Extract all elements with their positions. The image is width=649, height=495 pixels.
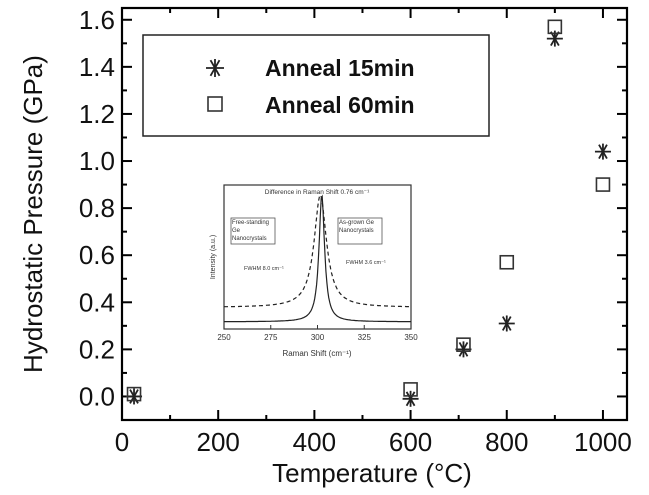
legend-square (207, 96, 223, 112)
point-anneal-15min (455, 341, 472, 358)
y-tick-label: 0.0 (79, 381, 115, 411)
y-axis-title: Hydrostatic Pressure (GPa) (18, 55, 48, 373)
point-anneal-60min (595, 177, 611, 192)
inset-x-tick-label: 325 (358, 333, 372, 342)
data-points (126, 19, 611, 407)
inset-dashed-curve (224, 193, 411, 308)
inset-x-ticks: 250 275 300 325 350 (217, 325, 418, 342)
inset-right-annotation: As-grown Ge Nanocrystals (339, 220, 375, 234)
inset-left-annotation-wrap: Free-standing Ge Nanocrystals (232, 220, 270, 242)
inset-right-annotation-box (337, 217, 383, 245)
inset-raman-chart: Difference in Raman Shift 0.76 cm⁻¹ 250 2… (210, 184, 418, 358)
x-tick-label: 400 (293, 427, 336, 457)
x-axis-ticks: 0 200 400 600 800 1000 (115, 8, 632, 457)
point-anneal-60min (499, 254, 515, 270)
inset-right-annotation-wrap: As-grown Ge Nanocrystals (339, 220, 375, 234)
y-tick-label: 0.6 (79, 240, 115, 270)
y-tick-label: 1.4 (79, 52, 115, 82)
y-tick-label: 1.0 (79, 146, 115, 176)
x-tick-label: 600 (389, 427, 432, 457)
plot-frame (120, 6, 629, 422)
legend-square-marker (207, 96, 223, 112)
point-anneal-15min (126, 388, 143, 405)
inset-left-annotation: Free-standing Ge Nanocrystals (232, 220, 270, 242)
y-tick-label: 0.8 (79, 193, 115, 223)
point-anneal-60min (547, 19, 563, 35)
y-tick-label: 1.2 (79, 99, 115, 129)
inset-solid-curve (223, 194, 411, 323)
x-tick-label: 200 (196, 427, 239, 457)
inset-x-tick-label: 250 (217, 333, 231, 342)
legend-label-anneal-60min: Anneal 60min (265, 92, 415, 118)
legend: Anneal 15min Anneal 60min (142, 34, 490, 137)
inset-x-tick-label: 350 (404, 333, 418, 342)
y-tick-label: 0.2 (79, 334, 115, 364)
inset-left-fwhm: FWHM 8.0 cm⁻¹ (244, 266, 284, 272)
inset-x-tick-label: 275 (264, 333, 278, 342)
inset-x-title: Raman Shift (cm⁻¹) (282, 349, 351, 358)
legend-asterisk-marker (206, 59, 224, 77)
legend-label-anneal-15min: Anneal 15min (265, 55, 415, 81)
x-axis-title: Temperature (°C) (272, 458, 472, 488)
inset-y-title: Intensity (a.u.) (210, 235, 217, 279)
y-axis-ticks: 0.0 0.2 0.4 0.6 0.8 1.0 1.2 1.4 1.6 (79, 5, 627, 411)
point-anneal-15min (402, 390, 419, 407)
point-anneal-15min (594, 143, 611, 160)
inset-title: Difference in Raman Shift 0.76 cm⁻¹ (265, 189, 370, 196)
y-tick-label: 0.4 (79, 287, 115, 317)
point-anneal-60min (456, 337, 471, 352)
legend-box (142, 34, 490, 137)
inset-frame (223, 184, 412, 330)
x-tick-label: 1000 (574, 427, 632, 457)
point-anneal-15min (498, 315, 515, 332)
inset-left-annotation-box (230, 217, 276, 245)
legend-asterisk (206, 59, 224, 77)
inset-curves (223, 193, 411, 323)
point-anneal-60min (126, 386, 142, 402)
x-tick-label: 0 (115, 427, 129, 457)
y-tick-label: 1.6 (79, 5, 115, 35)
point-anneal-60min (403, 382, 418, 397)
inset-right-fwhm: FWHM 3.6 cm⁻¹ (346, 260, 386, 266)
inset-x-tick-label: 300 (311, 333, 325, 342)
x-tick-label: 800 (485, 427, 528, 457)
